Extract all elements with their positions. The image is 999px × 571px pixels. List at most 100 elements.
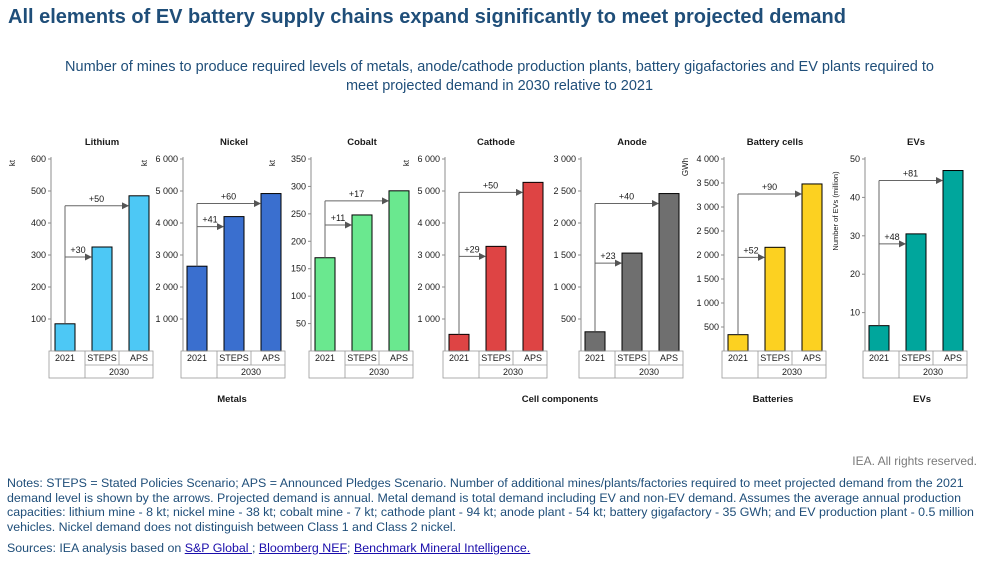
category-table-battery-cells — [721, 350, 827, 379]
category-label-nickel-steps: STEPS — [219, 353, 249, 363]
bar-cobalt-aps — [388, 190, 410, 352]
arrow-label-aps-battery-cells: +90 — [762, 182, 777, 192]
sources-separator: ; — [252, 541, 259, 555]
y-tick-label-nickel: 5 000 — [155, 186, 178, 196]
panel-title-nickel: Nickel — [220, 137, 248, 148]
bar-lithium-2021 — [54, 323, 76, 352]
category-group-label-cobalt: 2030 — [369, 367, 389, 377]
category-label-evs-steps: STEPS — [901, 353, 931, 363]
panel-title-anode: Anode — [617, 137, 647, 148]
category-label-nickel-2021: 2021 — [187, 353, 207, 363]
y-axis-label-cobalt: kt — [268, 159, 277, 166]
y-tick-label-anode: 1 500 — [553, 250, 576, 260]
category-group-label-anode: 2030 — [639, 367, 659, 377]
category-table-cobalt — [308, 350, 414, 379]
bar-battery-cells-aps — [801, 183, 823, 352]
y-tick-label-battery-cells: 1 500 — [696, 274, 719, 284]
source-link-sp-global[interactable]: S&P Global — [184, 541, 252, 555]
y-tick-label-cathode: 4 000 — [417, 218, 440, 228]
category-table-evs — [862, 350, 968, 379]
group-label-batteries: Batteries — [753, 394, 794, 405]
chart-panel-anode: Anode 500 1 000 1 500 2 000 2 500 3 000 +23 +40 2… — [553, 137, 684, 379]
sources-separator: ; — [347, 541, 354, 555]
panel-title-evs: EVs — [907, 137, 925, 148]
subtitle-line-2: meet projected demand in 2030 relative t… — [345, 78, 654, 94]
y-tick-label-cathode: 5 000 — [417, 186, 440, 196]
category-table-cathode — [442, 350, 548, 379]
panel-title-lithium: Lithium — [85, 137, 119, 148]
chart-panel-lithium: Lithium 100 200 300 400 500 600 kt +30 +50 2021 STE… — [8, 137, 154, 379]
y-tick-label-cathode: 6 000 — [417, 154, 440, 164]
category-group-label-battery-cells: 2030 — [782, 367, 802, 377]
bar-cathode-steps — [485, 245, 507, 352]
arrow-label-steps-evs: +48 — [884, 232, 899, 242]
category-label-cobalt-steps: STEPS — [347, 353, 377, 363]
bar-cobalt-steps — [351, 214, 373, 352]
category-label-cobalt-aps: APS — [390, 353, 408, 363]
y-tick-label-battery-cells: 2 500 — [696, 226, 719, 236]
category-label-lithium-steps: STEPS — [87, 353, 117, 363]
category-group-label-nickel: 2030 — [241, 367, 261, 377]
source-link-bloomberg-nef[interactable]: Bloomberg NEF — [258, 541, 348, 555]
y-tick-label-lithium: 200 — [31, 282, 46, 292]
bar-battery-cells-2021 — [727, 334, 749, 352]
bar-nickel-steps — [223, 216, 245, 352]
y-tick-label-battery-cells: 500 — [704, 322, 719, 332]
category-label-cobalt-2021: 2021 — [315, 353, 335, 363]
group-label-cell-components: Cell components — [522, 394, 599, 405]
category-table-nickel — [180, 350, 286, 379]
chart-panel-cathode: Cathode 1 000 2 000 3 000 4 000 5 000 6 000 kt +… — [402, 137, 548, 379]
y-axis-label-evs: Number of EVs (million) — [831, 171, 840, 251]
group-labels: Metals Cell components Batteries EVs — [217, 394, 931, 405]
arrow-label-aps-lithium: +50 — [89, 194, 104, 204]
bar-cathode-aps — [522, 181, 544, 352]
y-tick-label-anode: 2 500 — [553, 186, 576, 196]
category-label-evs-aps: APS — [944, 353, 962, 363]
y-tick-label-cathode: 1 000 — [417, 314, 440, 324]
y-tick-label-battery-cells: 2 000 — [696, 250, 719, 260]
y-tick-label-evs: 20 — [850, 269, 860, 279]
category-label-battery-cells-steps: STEPS — [760, 353, 790, 363]
y-tick-label-nickel: 4 000 — [155, 218, 178, 228]
arrow-label-steps-lithium: +30 — [70, 245, 85, 255]
y-tick-label-lithium: 300 — [31, 250, 46, 260]
y-axis-label-nickel: kt — [140, 159, 149, 166]
panel-title-cobalt: Cobalt — [347, 137, 377, 148]
arrow-label-aps-anode: +40 — [619, 192, 634, 202]
panel-title-cathode: Cathode — [477, 137, 515, 148]
category-group-label-evs: 2030 — [923, 367, 943, 377]
y-tick-label-evs: 50 — [850, 154, 860, 164]
y-tick-label-battery-cells: 4 000 — [696, 154, 719, 164]
arrow-label-aps-evs: +81 — [903, 169, 918, 179]
category-label-evs-2021: 2021 — [869, 353, 889, 363]
bar-lithium-steps — [91, 246, 113, 352]
subtitle-line-1: Number of mines to produce required leve… — [65, 59, 934, 75]
bar-nickel-2021 — [186, 265, 208, 352]
y-tick-label-lithium: 400 — [31, 218, 46, 228]
y-tick-label-cobalt: 300 — [291, 181, 306, 191]
y-axis-label-lithium: kt — [8, 159, 17, 166]
bar-evs-2021 — [868, 325, 890, 352]
y-tick-label-anode: 3 000 — [553, 154, 576, 164]
y-tick-label-cobalt: 150 — [291, 264, 306, 274]
y-tick-label-evs: 10 — [850, 308, 860, 318]
y-axis-label-cathode: kt — [402, 159, 411, 166]
chart-panels: Lithium 100 200 300 400 500 600 kt +30 +50 2021 STE… — [8, 137, 968, 379]
y-tick-label-nickel: 1 000 — [155, 314, 178, 324]
source-link-benchmark-mineral-intelligence[interactable]: Benchmark Mineral Intelligence. — [353, 541, 531, 555]
category-table-lithium — [48, 350, 154, 379]
bar-anode-2021 — [584, 331, 606, 352]
category-label-anode-2021: 2021 — [585, 353, 605, 363]
y-tick-label-cathode: 2 000 — [417, 282, 440, 292]
category-group-label-cathode: 2030 — [503, 367, 523, 377]
category-label-lithium-aps: APS — [130, 353, 148, 363]
chart-panel-cobalt: Cobalt 50 100 150 200 250 300 350 kt +11 +17 2021 ST… — [268, 137, 414, 379]
category-label-battery-cells-2021: 2021 — [728, 353, 748, 363]
bar-cathode-2021 — [448, 333, 470, 352]
y-tick-label-battery-cells: 1 000 — [696, 298, 719, 308]
y-tick-label-cobalt: 200 — [291, 236, 306, 246]
category-label-cathode-aps: APS — [524, 353, 542, 363]
y-tick-label-cobalt: 250 — [291, 209, 306, 219]
bar-nickel-aps — [260, 193, 282, 352]
